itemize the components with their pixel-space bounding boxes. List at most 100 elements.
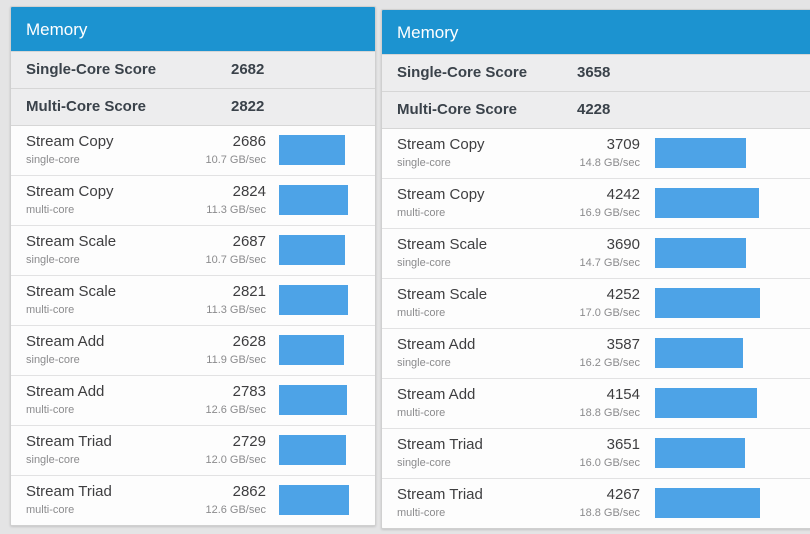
benchmark-name-block: Stream Triad multi-core <box>26 483 112 516</box>
benchmark-score: 4154 <box>606 386 640 403</box>
benchmark-row: Stream Add single-core 3587 16.2 GB/sec <box>382 328 810 378</box>
score-bar <box>655 238 746 268</box>
score-bar <box>279 235 345 265</box>
benchmark-score: 2686 <box>232 133 266 150</box>
score-value: 2822 <box>231 98 265 115</box>
benchmark-variant: multi-core <box>397 307 446 319</box>
score-bar <box>655 438 745 468</box>
score-bar <box>655 288 760 318</box>
benchmark-score: 4242 <box>606 186 640 203</box>
benchmark-row: Stream Triad multi-core 2862 12.6 GB/sec <box>11 475 375 525</box>
benchmark-row: Stream Add single-core 2628 11.9 GB/sec <box>11 325 375 375</box>
benchmark-rate: 10.7 GB/sec <box>205 254 266 266</box>
benchmark-score: 2862 <box>232 483 266 500</box>
score-bar <box>279 135 345 165</box>
multi-core-score-row: Multi-Core Score 4228 <box>382 91 810 128</box>
benchmark-rate: 16.2 GB/sec <box>579 357 640 369</box>
benchmark-variant: multi-core <box>26 504 75 516</box>
benchmark-name: Stream Triad <box>397 486 483 503</box>
benchmark-rate: 16.0 GB/sec <box>579 457 640 469</box>
benchmark-name: Stream Copy <box>397 136 485 153</box>
benchmark-name-block: Stream Scale single-core <box>26 233 116 266</box>
benchmark-value-block: 2783 12.6 GB/sec <box>129 383 266 416</box>
benchmark-rate: 11.3 GB/sec <box>206 304 266 316</box>
benchmark-name-block: Stream Add multi-core <box>26 383 104 416</box>
score-bar <box>655 338 743 368</box>
benchmark-name-block: Stream Copy multi-core <box>26 183 114 216</box>
benchmark-value-block: 2687 10.7 GB/sec <box>129 233 266 266</box>
score-value: 4228 <box>577 101 611 118</box>
benchmark-rate: 18.8 GB/sec <box>579 507 640 519</box>
benchmark-variant: single-core <box>26 454 80 466</box>
benchmark-row: Stream Copy multi-core 2824 11.3 GB/sec <box>11 175 375 225</box>
benchmark-name: Stream Add <box>397 336 476 353</box>
benchmark-name-block: Stream Triad single-core <box>397 436 483 469</box>
benchmark-row: Stream Scale multi-core 2821 11.3 GB/sec <box>11 275 375 325</box>
benchmark-row: Stream Copy multi-core 4242 16.9 GB/sec <box>382 178 810 228</box>
benchmark-name: Stream Copy <box>26 133 114 150</box>
benchmark-score: 3587 <box>606 336 640 353</box>
benchmark-row: Stream Triad multi-core 4267 18.8 GB/sec <box>382 478 810 528</box>
benchmark-name: Stream Triad <box>26 483 112 500</box>
benchmark-variant: single-core <box>26 354 80 366</box>
result-panel-right: Memory Single-Core Score 3658 Multi-Core… <box>381 9 810 529</box>
section-title: Memory <box>26 20 88 39</box>
score-bar <box>279 385 347 415</box>
benchmark-name: Stream Triad <box>26 433 112 450</box>
benchmark-row: Stream Add multi-core 4154 18.8 GB/sec <box>382 378 810 428</box>
benchmark-name-block: Stream Triad multi-core <box>397 486 483 519</box>
benchmark-rate: 17.0 GB/sec <box>579 307 640 319</box>
single-core-score-row: Single-Core Score 2682 <box>11 51 375 88</box>
benchmark-name-block: Stream Copy single-core <box>26 133 114 166</box>
section-title: Memory <box>397 23 459 42</box>
benchmark-score: 4267 <box>606 486 640 503</box>
benchmark-name-block: Stream Add multi-core <box>397 386 475 419</box>
score-bar <box>655 488 760 518</box>
benchmark-variant: single-core <box>397 457 451 469</box>
benchmark-variant: single-core <box>397 157 451 169</box>
benchmark-name-block: Stream Copy single-core <box>397 136 485 169</box>
benchmark-score: 3709 <box>606 136 640 153</box>
benchmark-name-block: Stream Add single-core <box>26 333 104 366</box>
score-value: 3658 <box>577 64 611 81</box>
benchmark-name: Stream Scale <box>397 286 488 303</box>
benchmark-variant: multi-core <box>397 507 446 519</box>
score-bar <box>279 185 348 215</box>
score-bar <box>655 188 759 218</box>
benchmark-variant: multi-core <box>26 404 75 416</box>
score-value: 2682 <box>231 61 265 78</box>
benchmark-name-block: Stream Add single-core <box>397 336 475 369</box>
benchmark-name: Stream Scale <box>397 236 488 253</box>
benchmark-value-block: 2862 12.6 GB/sec <box>129 483 266 516</box>
benchmark-score: 3690 <box>606 236 640 253</box>
score-bar <box>279 485 349 515</box>
single-core-score-row: Single-Core Score 3658 <box>382 54 810 91</box>
benchmark-variant: single-core <box>26 254 80 266</box>
benchmark-name: Stream Add <box>26 383 105 400</box>
benchmark-row: Stream Scale single-core 2687 10.7 GB/se… <box>11 225 375 275</box>
benchmark-score: 2687 <box>232 233 266 250</box>
bench-rows: Stream Copy single-core 2686 10.7 GB/sec… <box>11 125 375 525</box>
score-label: Multi-Core Score <box>26 98 147 115</box>
benchmark-value-block: 4252 17.0 GB/sec <box>500 286 640 319</box>
benchmark-rate: 14.7 GB/sec <box>579 257 640 269</box>
benchmark-rate: 12.6 GB/sec <box>205 504 266 516</box>
benchmark-rate: 16.9 GB/sec <box>579 207 640 219</box>
benchmark-name-block: Stream Triad single-core <box>26 433 112 466</box>
benchmark-row: Stream Triad single-core 2729 12.0 GB/se… <box>11 425 375 475</box>
score-label: Multi-Core Score <box>397 101 518 118</box>
benchmark-name: Stream Copy <box>26 183 114 200</box>
multi-core-score-row: Multi-Core Score 2822 <box>11 88 375 125</box>
benchmark-name: Stream Scale <box>26 233 117 250</box>
score-label: Single-Core Score <box>26 61 157 78</box>
benchmark-rate: 14.8 GB/sec <box>579 157 640 169</box>
benchmark-name: Stream Add <box>26 333 105 350</box>
score-bar <box>279 335 344 365</box>
result-panel-left: Memory Single-Core Score 2682 Multi-Core… <box>10 6 376 526</box>
benchmark-name-block: Stream Scale multi-core <box>397 286 487 319</box>
benchmark-value-block: 2824 11.3 GB/sec <box>129 183 266 216</box>
benchmark-variant: single-core <box>26 154 80 166</box>
benchmark-score: 2783 <box>232 383 266 400</box>
benchmark-rate: 11.9 GB/sec <box>206 354 266 366</box>
benchmark-name: Stream Triad <box>397 436 483 453</box>
